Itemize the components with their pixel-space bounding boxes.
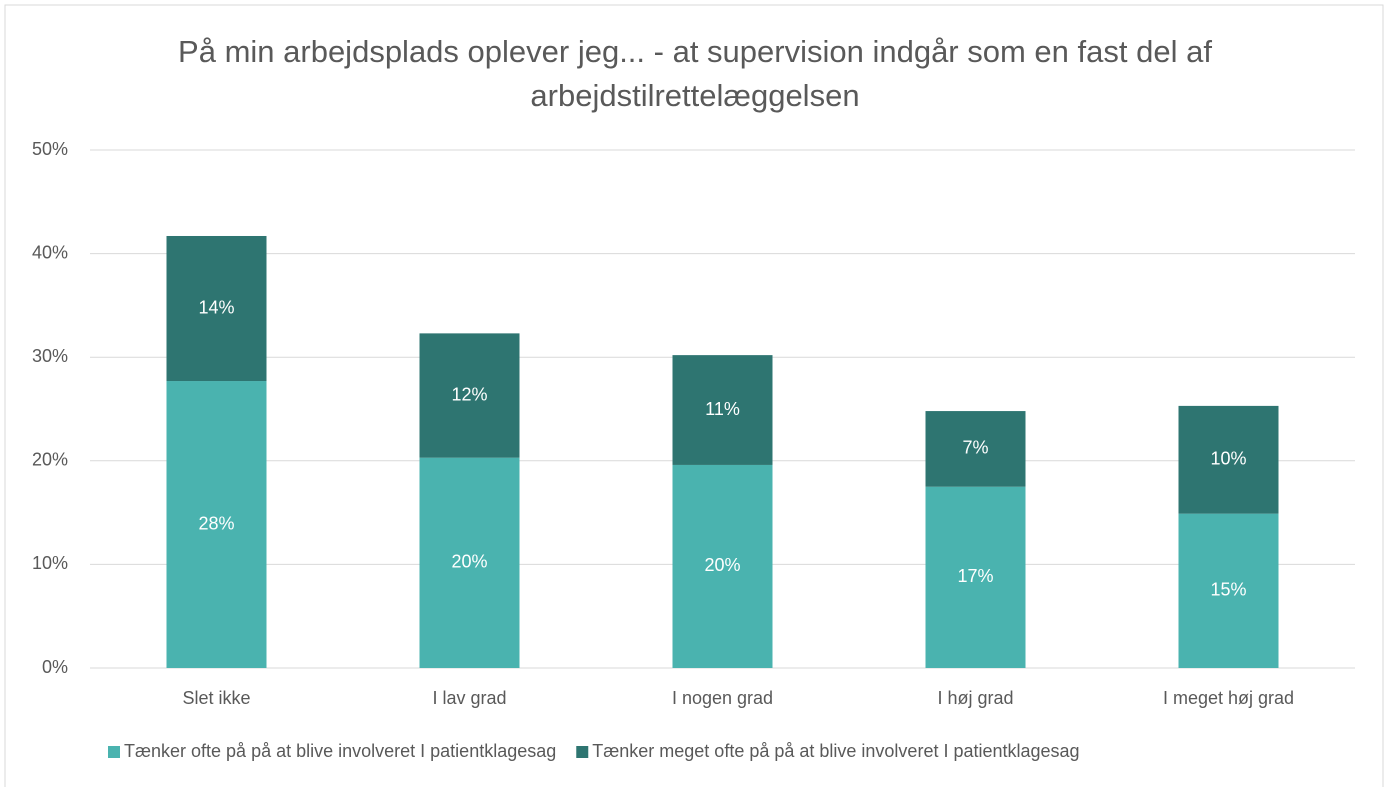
x-tick-label: I lav grad — [432, 688, 506, 708]
x-tick-label: I nogen grad — [672, 688, 773, 708]
bar-segment — [672, 464, 773, 668]
data-label: 14% — [198, 297, 234, 317]
y-tick-label: 30% — [32, 346, 68, 366]
bar-segment — [166, 235, 267, 382]
legend-swatch — [108, 746, 120, 758]
bar-segment — [672, 355, 773, 465]
legend-label: Tænker meget ofte på på at blive involve… — [592, 741, 1079, 761]
data-label: 11% — [705, 399, 740, 419]
bar-segment — [1178, 513, 1279, 668]
data-label: 20% — [451, 552, 487, 572]
bar-segment — [419, 333, 520, 458]
y-tick-label: 20% — [32, 450, 68, 470]
data-label: 7% — [962, 438, 988, 458]
bar-segment — [419, 457, 520, 668]
x-tick-label: I høj grad — [937, 688, 1013, 708]
bar-segment — [925, 486, 1026, 668]
data-label: 20% — [704, 555, 740, 575]
y-tick-label: 40% — [32, 242, 68, 262]
y-tick-label: 10% — [32, 553, 68, 573]
legend-label: Tænker ofte på på at blive involveret I … — [124, 741, 556, 761]
x-tick-label: Slet ikke — [182, 688, 250, 708]
data-label: 28% — [198, 513, 234, 533]
data-label: 15% — [1210, 580, 1246, 600]
bar-segment — [1178, 405, 1279, 514]
data-label: 12% — [451, 384, 487, 404]
x-tick-label: I meget høj grad — [1163, 688, 1294, 708]
y-tick-label: 50% — [32, 139, 68, 159]
data-label: 10% — [1210, 449, 1246, 469]
chart-title: På min arbejdsplads oplever jeg... - at … — [178, 34, 1212, 113]
legend-swatch — [576, 746, 589, 758]
bar-segment — [166, 381, 267, 668]
bar-segment — [925, 411, 1026, 487]
data-label: 17% — [957, 566, 993, 586]
y-tick-label: 0% — [42, 657, 68, 677]
